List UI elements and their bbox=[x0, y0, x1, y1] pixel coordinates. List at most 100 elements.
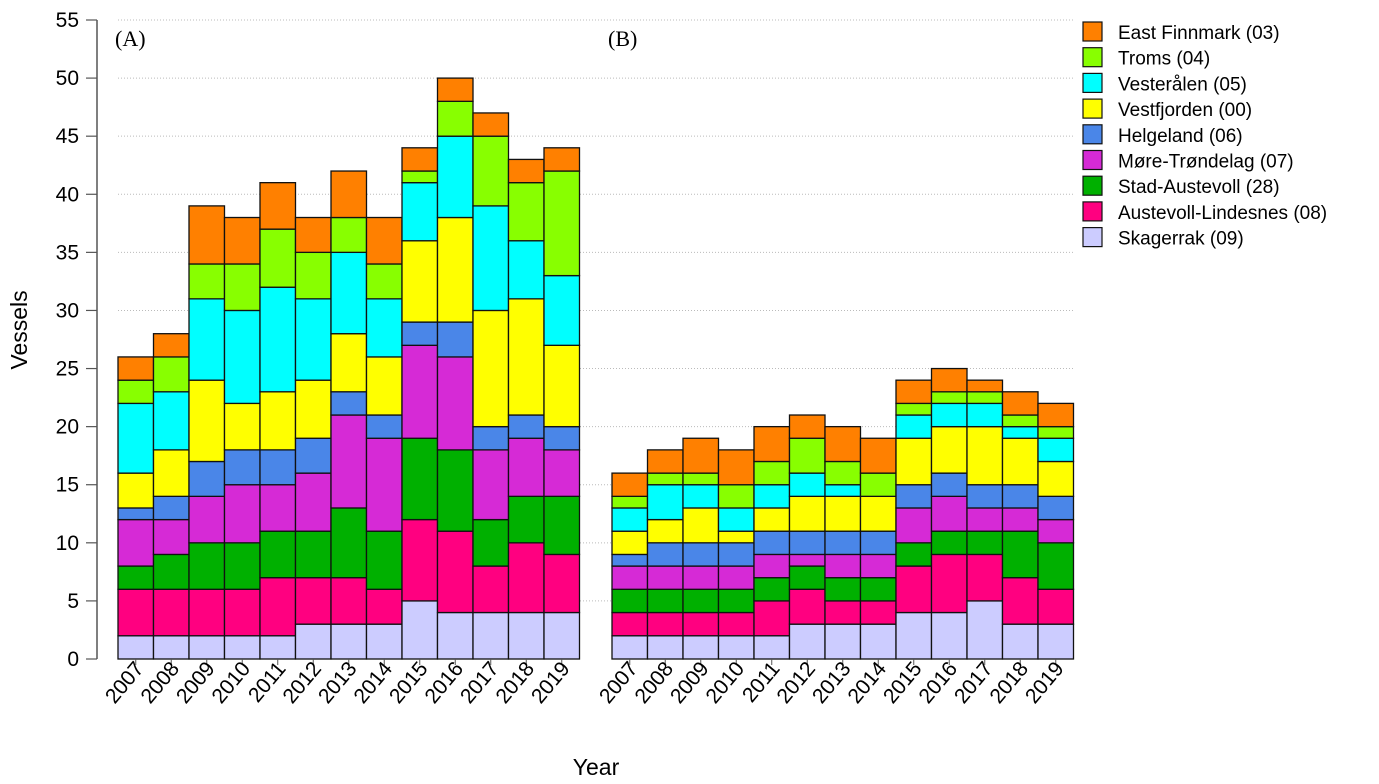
bar-segment-skagerrak-09 bbox=[753, 635, 791, 660]
bar-segment-helgeland-06 bbox=[401, 321, 439, 346]
bar-segment-vestfjorden-00 bbox=[717, 530, 755, 544]
bar-segment-austevoll-lindesnes-08 bbox=[824, 600, 862, 625]
bar-segment-m-re-tr-ndelag-07 bbox=[330, 414, 368, 509]
legend-swatch bbox=[1082, 227, 1103, 248]
bar-segment-austevoll-lindesnes-08 bbox=[365, 588, 403, 625]
bar-segment-skagerrak-09 bbox=[1037, 623, 1075, 660]
legend-swatch bbox=[1082, 149, 1103, 171]
bar-segment-troms-04 bbox=[401, 170, 439, 184]
bar-segment-helgeland-06 bbox=[859, 530, 897, 556]
bar-segment-east-finnmark-03 bbox=[966, 379, 1004, 393]
bar-segment-vestfjorden-00 bbox=[152, 449, 190, 497]
bar-segment-vestfjorden-00 bbox=[895, 437, 933, 486]
bar-segment-vester-len-05 bbox=[543, 274, 581, 346]
bar-segment-troms-04 bbox=[294, 251, 332, 300]
bar-segment-skagerrak-09 bbox=[365, 623, 403, 660]
bar-segment-stad-austevoll-28 bbox=[646, 588, 684, 614]
bar-segment-austevoll-lindesnes-08 bbox=[472, 565, 510, 614]
legend: East Finnmark (03) Troms (04) Vesterålen (… bbox=[1082, 21, 1327, 250]
bar-segment-vestfjorden-00 bbox=[294, 379, 332, 439]
x-tick-label: 2016 bbox=[914, 657, 962, 708]
y-tick-label: 40 bbox=[56, 183, 79, 206]
bar-segment-troms-04 bbox=[117, 379, 155, 405]
bar-segment-m-re-tr-ndelag-07 bbox=[152, 518, 190, 556]
bar-segment-stad-austevoll-28 bbox=[717, 588, 755, 614]
bar-segment-vester-len-05 bbox=[788, 472, 826, 497]
bar-segment-skagerrak-09 bbox=[472, 611, 510, 660]
bar-segment-stad-austevoll-28 bbox=[930, 530, 968, 556]
y-tick-label: 20 bbox=[56, 416, 79, 439]
bar-segment-m-re-tr-ndelag-07 bbox=[966, 507, 1004, 532]
bar-segment-helgeland-06 bbox=[682, 542, 720, 567]
bar-segment-east-finnmark-03 bbox=[930, 367, 968, 393]
x-tick-label: 2013 bbox=[808, 657, 856, 708]
bar-segment-m-re-tr-ndelag-07 bbox=[507, 437, 545, 497]
bar-segment-vester-len-05 bbox=[930, 402, 968, 428]
bar-segment-vester-len-05 bbox=[223, 309, 261, 405]
y-tick-label: 30 bbox=[56, 299, 79, 322]
y-axis-label: Vessels bbox=[6, 290, 32, 369]
y-tick-label: 55 bbox=[56, 9, 79, 32]
bar-segment-vestfjorden-00 bbox=[543, 344, 581, 428]
legend-label: Troms (04) bbox=[1118, 49, 1210, 70]
bar-segment-vestfjorden-00 bbox=[117, 472, 155, 509]
bar-segment-east-finnmark-03 bbox=[824, 425, 862, 463]
bar-segment-vester-len-05 bbox=[717, 507, 755, 532]
bar-segment-helgeland-06 bbox=[824, 530, 862, 556]
bar-segment-austevoll-lindesnes-08 bbox=[682, 611, 720, 637]
x-tick-label: 2015 bbox=[385, 657, 433, 708]
x-tick-label: 2012 bbox=[772, 657, 820, 708]
bar-segment-stad-austevoll-28 bbox=[152, 553, 190, 590]
bar-segment-m-re-tr-ndelag-07 bbox=[824, 553, 862, 579]
bar-segment-skagerrak-09 bbox=[152, 635, 190, 660]
bar-segment-austevoll-lindesnes-08 bbox=[611, 611, 649, 637]
bar-segment-helgeland-06 bbox=[788, 530, 826, 556]
legend-label: Vesterålen (05) bbox=[1118, 74, 1247, 95]
bar-segment-troms-04 bbox=[259, 228, 297, 288]
x-tick-label: 2008 bbox=[630, 657, 678, 708]
bar-segment-vester-len-05 bbox=[682, 484, 720, 509]
x-tick-label: 2011 bbox=[738, 657, 785, 706]
bar-segment-skagerrak-09 bbox=[188, 635, 226, 660]
x-tick-label: 2019 bbox=[527, 657, 575, 708]
bar-segment-m-re-tr-ndelag-07 bbox=[788, 553, 826, 567]
bar-segment-troms-04 bbox=[152, 356, 190, 393]
bar-segment-east-finnmark-03 bbox=[682, 437, 720, 474]
bar-segment-vester-len-05 bbox=[1001, 425, 1039, 439]
bar-segment-east-finnmark-03 bbox=[188, 205, 226, 265]
bar-segment-vester-len-05 bbox=[294, 298, 332, 381]
bar-segment-vester-len-05 bbox=[1037, 437, 1075, 463]
bar-segment-helgeland-06 bbox=[436, 321, 474, 358]
legend-label: Møre-Trøndelag (07) bbox=[1118, 152, 1294, 173]
bar-segment-vestfjorden-00 bbox=[930, 425, 968, 474]
bar-segment-skagerrak-09 bbox=[966, 600, 1004, 660]
legend-swatch bbox=[1082, 201, 1103, 222]
bar-segment-m-re-tr-ndelag-07 bbox=[472, 449, 510, 521]
bar-segment-vestfjorden-00 bbox=[859, 495, 897, 532]
bar-segment-austevoll-lindesnes-08 bbox=[436, 530, 474, 614]
bar-segment-east-finnmark-03 bbox=[365, 216, 403, 265]
bar-segment-austevoll-lindesnes-08 bbox=[966, 553, 1004, 602]
bar-segment-austevoll-lindesnes-08 bbox=[1001, 577, 1039, 625]
bar-segment-troms-04 bbox=[223, 263, 261, 312]
bar-segment-stad-austevoll-28 bbox=[543, 495, 581, 556]
bar-segment-m-re-tr-ndelag-07 bbox=[1001, 507, 1039, 532]
bar-segment-m-re-tr-ndelag-07 bbox=[294, 472, 332, 532]
bar-segment-vester-len-05 bbox=[117, 402, 155, 474]
bar-segment-east-finnmark-03 bbox=[152, 333, 190, 358]
bar-segment-troms-04 bbox=[330, 216, 368, 254]
x-tick-label: 2019 bbox=[1021, 657, 1069, 708]
bar-segment-skagerrak-09 bbox=[507, 611, 545, 660]
bar-segment-vestfjorden-00 bbox=[611, 530, 649, 556]
bar-segment-m-re-tr-ndelag-07 bbox=[223, 484, 261, 544]
x-tick-label: 2014 bbox=[349, 657, 397, 708]
bar-segment-east-finnmark-03 bbox=[543, 147, 581, 172]
legend-label: Helgeland (06) bbox=[1118, 126, 1243, 147]
bar-segment-vestfjorden-00 bbox=[824, 495, 862, 532]
bar-segment-austevoll-lindesnes-08 bbox=[646, 611, 684, 637]
bar-segment-helgeland-06 bbox=[507, 414, 545, 439]
bar-segment-vester-len-05 bbox=[753, 484, 791, 509]
bar-segment-east-finnmark-03 bbox=[507, 158, 545, 184]
bar-segment-vestfjorden-00 bbox=[401, 240, 439, 323]
